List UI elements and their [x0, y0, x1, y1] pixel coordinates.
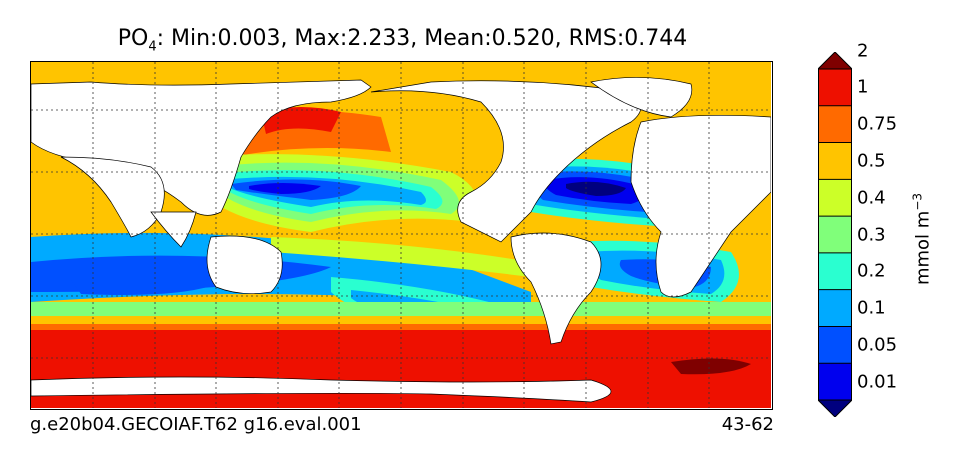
colorbar-ticks — [818, 68, 852, 364]
colorbar-tick-label: 0.2 — [857, 260, 886, 282]
na-gyre-min — [566, 181, 626, 196]
colorbar-tick-label: 1 — [857, 76, 869, 98]
weddell-max — [671, 358, 751, 375]
years-label: 43-62 — [721, 414, 774, 435]
colorbar-tick-label: 0.05 — [857, 334, 898, 356]
europe-africa-land — [630, 114, 771, 298]
colorbar-segment — [818, 142, 852, 180]
india-land — [150, 211, 197, 248]
colorbar — [818, 52, 852, 417]
so-band-yellow — [31, 316, 771, 324]
title-variable: PO — [117, 26, 149, 51]
colorbar-segment — [818, 105, 852, 143]
colorbar-tick-label: 0.4 — [857, 187, 886, 209]
colorbar-segment — [818, 179, 852, 217]
colorbar-tick-label: 0.01 — [857, 371, 898, 393]
map-panel — [30, 61, 773, 410]
australia-land — [206, 235, 283, 294]
np-gyre-core — [249, 183, 321, 194]
colorbar-tick-label: 2 — [857, 40, 869, 62]
africa-arabia-land — [60, 156, 165, 238]
colorbar-segment — [818, 252, 852, 290]
graticule — [31, 62, 771, 408]
indian-low-blue — [71, 277, 211, 295]
north-pacific-red — [261, 107, 341, 134]
colorbar-tick-label: 0.5 — [857, 150, 886, 172]
colorbar-tick-label: 0.3 — [857, 224, 886, 245]
po4-field-map — [31, 62, 771, 408]
title-stats: : Min:0.003, Max:2.233, Mean:0.520, RMS:… — [156, 26, 688, 51]
title-subscript: 4 — [148, 39, 157, 55]
colorbar-unit-label: mmol m−3 — [911, 193, 934, 285]
antarctica-land — [31, 376, 612, 403]
colorbar-tick-label: 0.75 — [857, 113, 898, 135]
greenland-land — [590, 77, 693, 118]
colorbar-segment — [818, 363, 852, 400]
colorbar-segment — [818, 289, 852, 327]
colorbar-segments — [818, 52, 852, 417]
south-america-land — [510, 232, 602, 345]
colorbar-extend-min — [818, 399, 852, 417]
colorbar-segment — [818, 326, 852, 364]
unit-exponent: −3 — [910, 192, 925, 211]
land-masses — [31, 77, 771, 403]
colorbar-extend-max — [818, 52, 852, 70]
unit-base: mmol m — [912, 210, 934, 286]
case-name-label: g.e20b04.GECOIAF.T62 g16.eval.001 — [30, 414, 362, 435]
colorbar-segment — [818, 69, 852, 106]
colorbar-segment — [818, 216, 852, 253]
map-title: PO4: Min:0.003, Max:2.233, Mean:0.520, R… — [30, 26, 775, 54]
colorbar-tick-label: 0.1 — [857, 297, 886, 319]
